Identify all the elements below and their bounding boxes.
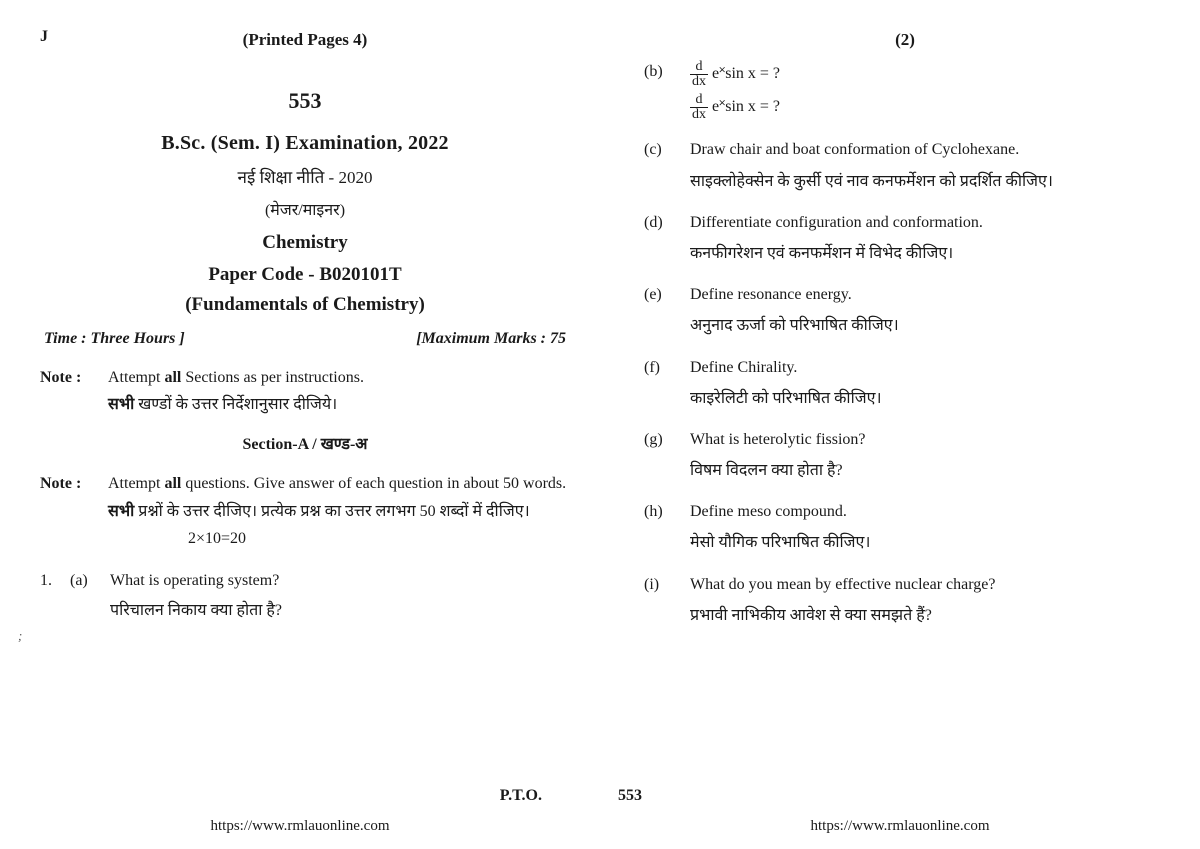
note-2-en-post: questions. Give answer of each question … — [181, 475, 566, 492]
paper-code: Paper Code - B020101T — [40, 264, 570, 286]
question-d: (d) Differentiate configuration and conf… — [640, 207, 1170, 269]
question-i: (i) What do you mean by effective nuclea… — [640, 569, 1170, 631]
subject: Chemistry — [40, 232, 570, 254]
qe-sub: (e) — [640, 279, 690, 341]
qc-en: Draw chair and boat conformation of Cycl… — [690, 141, 1019, 158]
note-1-body: Attempt all Sections as per instructions… — [108, 364, 570, 418]
printed-pages: (Printed Pages 4) — [40, 30, 570, 50]
note-1-en-bold: all — [164, 369, 181, 386]
qf-sub: (f) — [640, 352, 690, 414]
question-b: (b) ddx e˟sin x = ? ddx e˟sin x = ? — [640, 56, 1170, 124]
qf-body: Define Chirality. काइरेलिटी को परिभाषित … — [690, 352, 1170, 414]
footer-url-left: https://www.rmlauonline.com — [0, 818, 600, 835]
qi-en: What do you mean by effective nuclear ch… — [690, 576, 995, 593]
marks-scheme: 2×10=20 — [188, 525, 246, 552]
qi-sub: (i) — [640, 569, 690, 631]
qg-hi: विषम विदलन क्या होता है? — [690, 462, 843, 479]
qd-en: Differentiate configuration and conforma… — [690, 214, 983, 231]
qe-body: Define resonance energy. अनुनाद ऊर्जा को… — [690, 279, 1170, 341]
note-2-hi-bold: सभी — [108, 503, 134, 520]
note-1-hi-post: खण्डों के उत्तर निर्देशानुसार दीजिये। — [134, 396, 337, 413]
qi-body: What do you mean by effective nuclear ch… — [690, 569, 1170, 631]
note-1-hi-bold: सभी — [108, 396, 134, 413]
qi-hi: प्रभावी नाभिकीय आवेश से क्या समझते हैं? — [690, 607, 932, 624]
question-g: (g) What is heterolytic fission? विषम वि… — [640, 424, 1170, 486]
time-label: Time : Three Hours ] — [44, 330, 185, 348]
note-1-en-pre: Attempt — [108, 369, 164, 386]
qg-body: What is heterolytic fission? विषम विदलन … — [690, 424, 1170, 486]
qc-hi: साइक्लोहेक्सेन के कुर्सी एवं नाव कनफर्मे… — [690, 173, 1053, 190]
paper-name: (Fundamentals of Chemistry) — [40, 294, 570, 316]
qg-en: What is heterolytic fission? — [690, 431, 866, 448]
qh-sub: (h) — [640, 496, 690, 558]
note-2-body: Attempt all questions. Give answer of ea… — [108, 470, 570, 552]
qc-body: Draw chair and boat conformation of Cycl… — [690, 134, 1170, 196]
qb-math1: ddx e˟sin x = ? — [690, 58, 1170, 89]
qh-hi: मेसो यौगिक परिभाषित कीजिए। — [690, 534, 870, 551]
page-1: J (Printed Pages 4) 553 B.Sc. (Sem. I) E… — [0, 0, 600, 849]
qh-en: Define meso compound. — [690, 503, 847, 520]
footer-url-right: https://www.rmlauonline.com — [600, 818, 1200, 835]
stray-mark: ; — [18, 628, 22, 644]
section-a-heading: Section-A / खण्ड-अ — [40, 432, 570, 454]
qb-math1-expr: e˟sin x = ? — [712, 65, 780, 82]
note-2-en-pre: Attempt — [108, 475, 164, 492]
note-2-label: Note : — [40, 470, 108, 552]
qg-sub: (g) — [640, 424, 690, 486]
qb-math2: ddx e˟sin x = ? — [690, 91, 1170, 122]
note-1: Note : Attempt all Sections as per instr… — [40, 364, 570, 418]
question-f: (f) Define Chirality. काइरेलिटी को परिभा… — [640, 352, 1170, 414]
fraction-icon: ddx — [690, 93, 708, 122]
note-2-en-bold: all — [164, 475, 181, 492]
qh-body: Define meso compound. मेसो यौगिक परिभाषि… — [690, 496, 1170, 558]
pto-label: P.T.O. — [500, 787, 542, 805]
fraction-icon: ddx — [690, 60, 708, 89]
major-minor: (मेजर/माइनर) — [40, 198, 570, 220]
qb-math2-expr: e˟sin x = ? — [712, 98, 780, 115]
q1-number: 1. — [40, 566, 70, 627]
question-1a: 1. (a) What is operating system? परिचालन… — [40, 566, 570, 627]
qc-sub: (c) — [640, 134, 690, 196]
marks-label: [Maximum Marks : 75 — [416, 330, 566, 348]
q1a-sub: (a) — [70, 566, 110, 627]
qe-en: Define resonance energy. — [690, 286, 852, 303]
note-2: Note : Attempt all questions. Give answe… — [40, 470, 570, 552]
question-c: (c) Draw chair and boat conformation of … — [640, 134, 1170, 196]
corner-marker: J — [40, 28, 48, 46]
q1a-hi: परिचालन निकाय क्या होता है? — [110, 602, 282, 619]
question-h: (h) Define meso compound. मेसो यौगिक परि… — [640, 496, 1170, 558]
question-e: (e) Define resonance energy. अनुनाद ऊर्ज… — [640, 279, 1170, 341]
page-2: (2) (b) ddx e˟sin x = ? ddx e˟sin x = ? … — [600, 0, 1200, 849]
policy-line: नई शिक्षा नीति - 2020 — [40, 165, 570, 188]
exam-title: B.Sc. (Sem. I) Examination, 2022 — [40, 132, 570, 155]
page-2-number: (2) — [640, 30, 1170, 50]
note-2-hi-post: प्रश्नों के उत्तर दीजिए। प्रत्येक प्रश्न… — [134, 503, 529, 520]
qe-hi: अनुनाद ऊर्जा को परिभाषित कीजिए। — [690, 317, 899, 334]
note-1-en-post: Sections as per instructions. — [181, 369, 364, 386]
qf-en: Define Chirality. — [690, 359, 797, 376]
qd-hi: कनफीगरेशन एवं कनफर्मेशन में विभेद कीजिए। — [690, 245, 953, 262]
q1a-en: What is operating system? — [110, 572, 279, 589]
qd-body: Differentiate configuration and conforma… — [690, 207, 1170, 269]
qd-sub: (d) — [640, 207, 690, 269]
footer-paper-no: 553 — [618, 787, 642, 805]
qf-hi: काइरेलिटी को परिभाषित कीजिए। — [690, 390, 882, 407]
paper-number: 553 — [40, 88, 570, 114]
time-marks-row: Time : Three Hours ] [Maximum Marks : 75 — [40, 330, 570, 348]
note-1-label: Note : — [40, 364, 108, 418]
qb-body: ddx e˟sin x = ? ddx e˟sin x = ? — [690, 56, 1170, 124]
q1a-text: What is operating system? परिचालन निकाय … — [110, 566, 570, 627]
qb-sub: (b) — [640, 56, 690, 124]
